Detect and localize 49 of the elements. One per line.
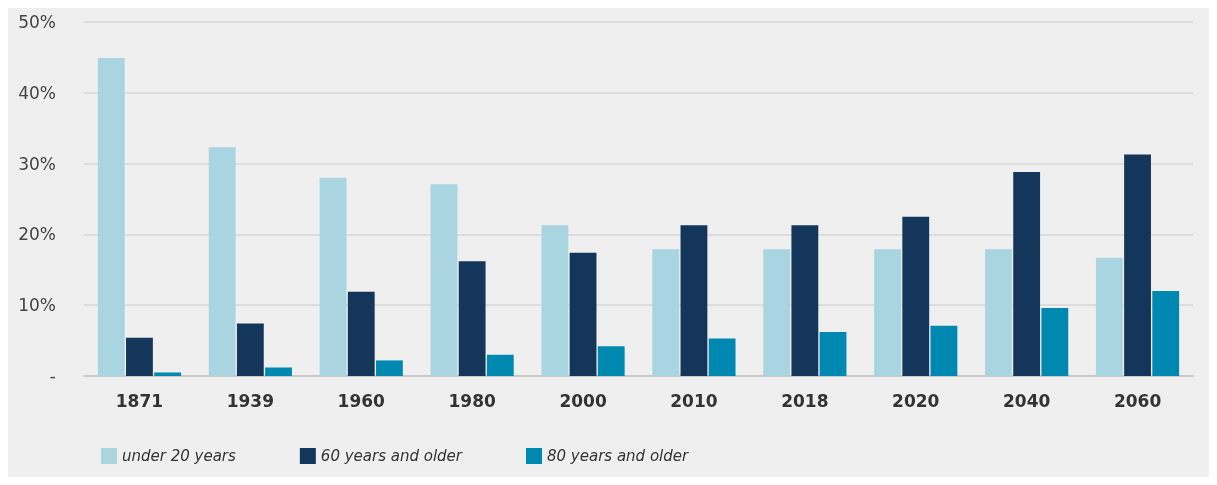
bar [1124,154,1151,376]
x-tick-label: 2000 [559,390,607,411]
bar [319,177,347,376]
x-tick-label: 1960 [337,390,386,411]
x-tick-label: 2010 [670,390,718,411]
bar [97,58,125,376]
x-tick-label: 1980 [448,390,496,411]
x-tick-label: 2018 [781,390,829,411]
bar [1041,308,1069,376]
bar [930,325,958,376]
bar [486,354,514,376]
bar [265,367,292,376]
y-tick-label: 10% [18,295,56,316]
bar [763,249,791,376]
bar [680,225,708,376]
bar [652,249,680,376]
bar [597,346,625,376]
bar [430,184,458,376]
x-tick-label: 2040 [1002,390,1051,411]
bar [236,323,264,376]
x-tick-label: 2060 [1113,390,1162,411]
y-tick-label: - [49,366,56,386]
legend-label: under 20 years [122,447,237,465]
y-tick-label: 40% [18,82,56,103]
bar [708,338,736,376]
bar [1095,257,1123,376]
legend-label: 80 years and older [546,447,689,465]
bar [874,249,901,376]
bar [1013,172,1041,376]
bar [791,225,819,376]
x-tick-label: 1939 [226,390,275,411]
bar [208,147,236,376]
bar [569,252,597,376]
bar [458,261,486,376]
bar [819,332,847,376]
bar [376,360,403,376]
bar [1152,291,1180,376]
y-tick-label: 20% [18,224,56,245]
bar [541,225,569,376]
x-tick-label: 2020 [892,390,940,411]
y-tick-label: 50% [18,12,56,32]
y-tick-label: 30% [18,153,56,174]
bar [902,216,930,376]
bar [985,249,1012,376]
bar [154,372,182,376]
legend-label: 60 years and older [320,447,463,465]
x-tick-label: 1871 [115,390,164,411]
bar [347,291,375,376]
bar [126,337,153,376]
